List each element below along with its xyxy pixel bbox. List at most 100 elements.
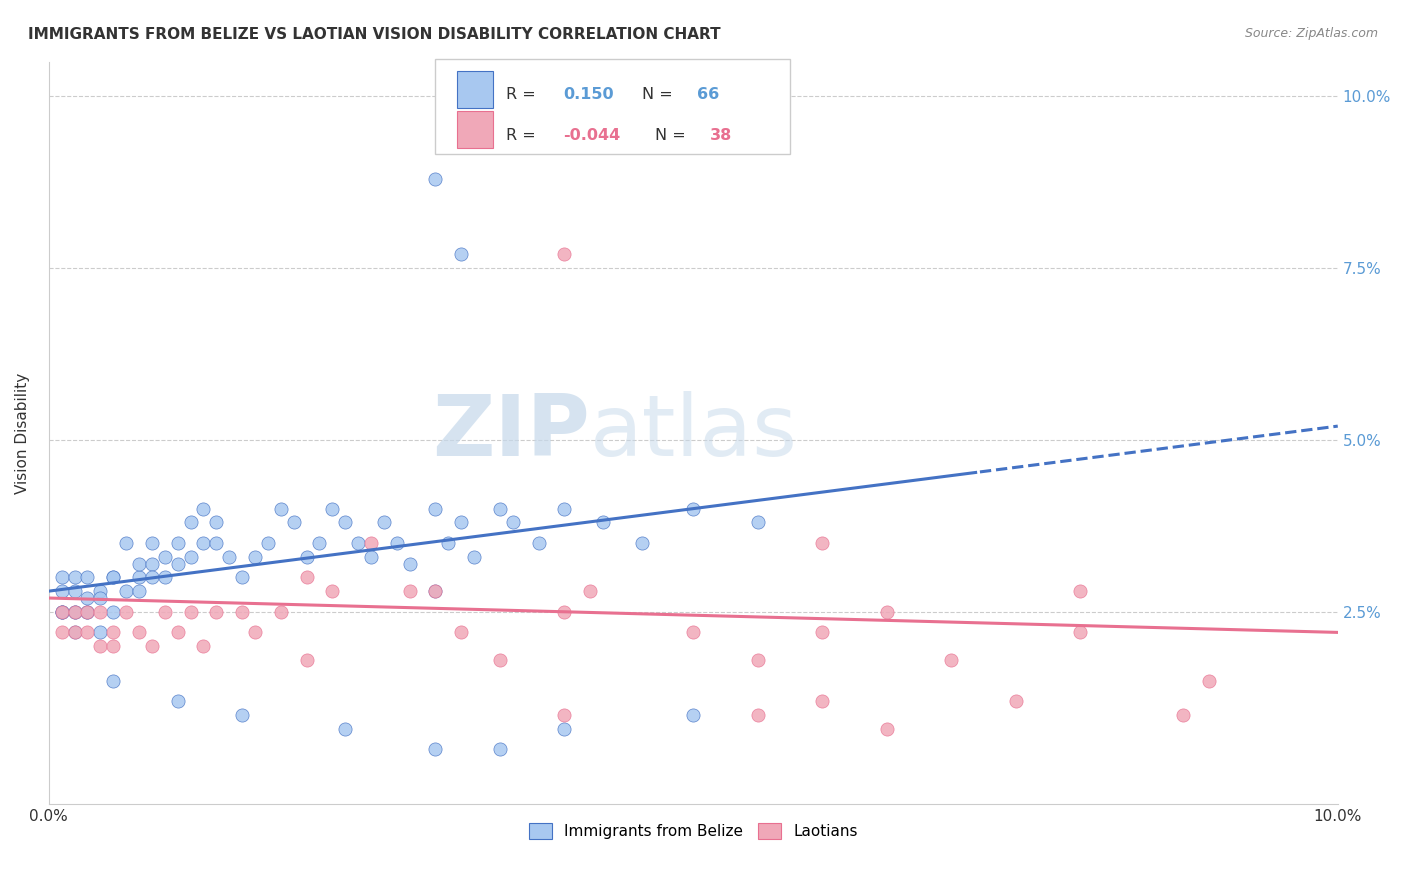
Point	[579, 584, 602, 599]
Point	[489, 501, 512, 516]
Point	[115, 536, 138, 550]
Point	[51, 605, 73, 619]
Point	[103, 639, 125, 653]
Point	[398, 584, 420, 599]
Point	[553, 605, 575, 619]
Point	[321, 501, 343, 516]
Point	[51, 625, 73, 640]
Point	[63, 625, 86, 640]
Point	[89, 605, 111, 619]
Y-axis label: Vision Disability: Vision Disability	[15, 372, 30, 493]
Text: 66: 66	[697, 87, 720, 103]
Point	[425, 584, 447, 599]
Point	[205, 605, 228, 619]
Point	[283, 516, 305, 530]
Point	[141, 557, 163, 571]
Point	[76, 605, 98, 619]
Point	[141, 570, 163, 584]
Point	[295, 570, 318, 584]
Point	[1004, 694, 1026, 708]
Point	[153, 549, 176, 564]
Point	[747, 653, 769, 667]
Point	[747, 707, 769, 722]
Point	[76, 605, 98, 619]
Point	[373, 516, 395, 530]
Point	[450, 516, 472, 530]
Point	[63, 605, 86, 619]
Point	[502, 516, 524, 530]
Point	[51, 570, 73, 584]
Text: R =: R =	[506, 87, 541, 103]
Point	[463, 549, 485, 564]
Point	[243, 549, 266, 564]
Point	[876, 722, 898, 736]
Text: -0.044: -0.044	[562, 128, 620, 143]
FancyBboxPatch shape	[436, 60, 790, 154]
Point	[270, 501, 292, 516]
Point	[450, 247, 472, 261]
Text: N =: N =	[655, 128, 690, 143]
Text: Source: ZipAtlas.com: Source: ZipAtlas.com	[1244, 27, 1378, 40]
Point	[1069, 625, 1091, 640]
Point	[811, 625, 834, 640]
Point	[682, 501, 704, 516]
FancyBboxPatch shape	[457, 70, 494, 108]
Legend: Immigrants from Belize, Laotians: Immigrants from Belize, Laotians	[523, 817, 863, 845]
Point	[682, 625, 704, 640]
Point	[180, 549, 202, 564]
Point	[489, 653, 512, 667]
Point	[153, 570, 176, 584]
Point	[51, 584, 73, 599]
Point	[553, 722, 575, 736]
Point	[166, 536, 188, 550]
Text: N =: N =	[641, 87, 678, 103]
Point	[270, 605, 292, 619]
Text: 0.150: 0.150	[562, 87, 613, 103]
Point	[76, 591, 98, 605]
Point	[489, 742, 512, 756]
Point	[89, 625, 111, 640]
Text: atlas: atlas	[591, 392, 799, 475]
Point	[295, 653, 318, 667]
Point	[115, 605, 138, 619]
Point	[527, 536, 550, 550]
Point	[63, 605, 86, 619]
Point	[553, 247, 575, 261]
Point	[193, 501, 215, 516]
Point	[166, 694, 188, 708]
Point	[231, 605, 253, 619]
Point	[103, 570, 125, 584]
Point	[876, 605, 898, 619]
Point	[398, 557, 420, 571]
Point	[166, 557, 188, 571]
Point	[553, 707, 575, 722]
Point	[553, 501, 575, 516]
Point	[63, 625, 86, 640]
Point	[193, 639, 215, 653]
Text: IMMIGRANTS FROM BELIZE VS LAOTIAN VISION DISABILITY CORRELATION CHART: IMMIGRANTS FROM BELIZE VS LAOTIAN VISION…	[28, 27, 721, 42]
Point	[153, 605, 176, 619]
Point	[218, 549, 240, 564]
Point	[193, 536, 215, 550]
Point	[335, 516, 357, 530]
Point	[103, 605, 125, 619]
Point	[180, 605, 202, 619]
Point	[63, 584, 86, 599]
Point	[347, 536, 370, 550]
Text: 38: 38	[710, 128, 733, 143]
Point	[450, 625, 472, 640]
Point	[630, 536, 652, 550]
Point	[89, 591, 111, 605]
Point	[128, 625, 150, 640]
Point	[437, 536, 460, 550]
Point	[747, 516, 769, 530]
Point	[295, 549, 318, 564]
Point	[335, 722, 357, 736]
Point	[51, 605, 73, 619]
Point	[103, 673, 125, 688]
Point	[425, 171, 447, 186]
Point	[166, 625, 188, 640]
Point	[425, 584, 447, 599]
Point	[128, 557, 150, 571]
Point	[180, 516, 202, 530]
